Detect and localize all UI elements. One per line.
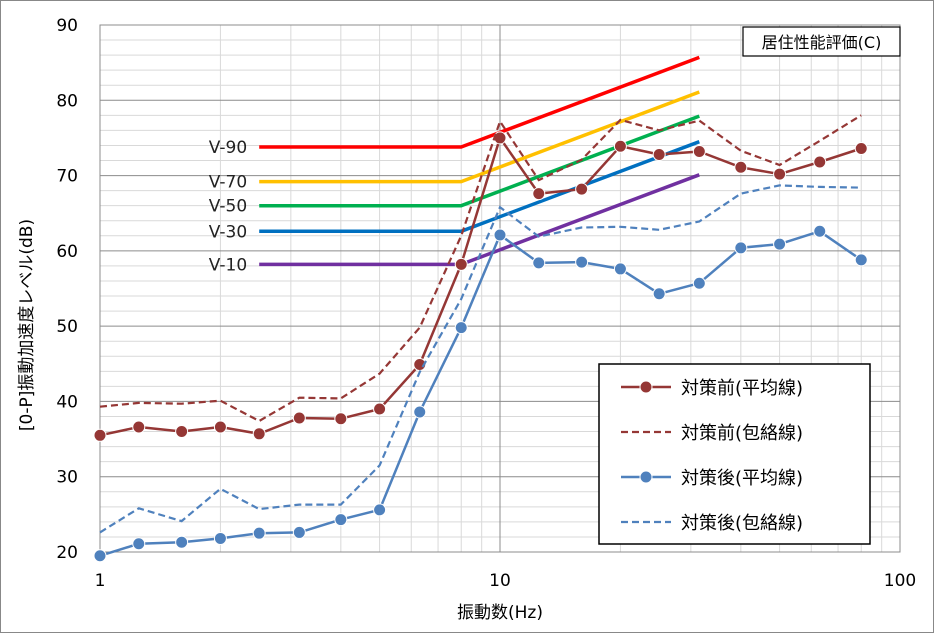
data-point xyxy=(175,535,189,549)
data-point xyxy=(773,237,787,251)
data-point xyxy=(493,228,507,242)
data-point xyxy=(854,253,868,267)
series-3 xyxy=(99,184,862,534)
x-axis-title: 振動数(Hz) xyxy=(457,603,543,623)
data-point xyxy=(175,425,189,439)
series-line-average xyxy=(99,136,862,437)
data-point xyxy=(213,531,227,545)
axis-tick-labels: 20 30 40 50 60 70 80 90 1 10 100 xyxy=(56,16,916,591)
data-point xyxy=(532,256,546,270)
data-point xyxy=(292,411,306,425)
y-tick-label: 40 xyxy=(56,392,78,412)
data-point xyxy=(692,144,706,158)
data-point xyxy=(93,549,107,563)
legend: 対策前(平均線) 対策前(包絡線) 対策後(平均線) 対策後(包絡線) xyxy=(598,363,871,545)
data-point xyxy=(734,160,748,174)
y-tick-label: 30 xyxy=(56,468,78,488)
y-tick-label: 70 xyxy=(56,167,78,187)
data-point xyxy=(373,503,387,517)
data-point xyxy=(734,241,748,255)
x-tick-label: 10 xyxy=(489,571,511,591)
series-group xyxy=(93,114,868,563)
y-tick-label: 60 xyxy=(56,242,78,262)
data-point xyxy=(132,420,146,434)
data-point xyxy=(575,255,589,269)
evaluation-label-box: 居住性能評価(C) xyxy=(742,26,901,57)
reference-line-v-30 xyxy=(259,140,700,234)
data-point xyxy=(213,420,227,434)
series-2 xyxy=(93,224,868,563)
series-1 xyxy=(99,114,862,423)
data-point xyxy=(652,287,666,301)
data-point xyxy=(252,526,266,540)
data-point xyxy=(93,428,107,442)
data-point xyxy=(132,537,146,551)
data-point xyxy=(575,182,589,196)
data-point xyxy=(413,405,427,419)
data-point xyxy=(613,139,627,153)
plot-area-border xyxy=(99,24,901,553)
reference-line-v-90 xyxy=(259,55,700,149)
reference-label-v-70: V-70 xyxy=(209,173,247,193)
data-point xyxy=(252,427,266,441)
data-point xyxy=(292,525,306,539)
reference-label-v-30: V-30 xyxy=(209,222,247,242)
data-point xyxy=(334,513,348,527)
series-line-envelope xyxy=(99,114,862,423)
series-line-envelope xyxy=(99,184,862,534)
legend-entry: 対策前(平均線) xyxy=(681,378,803,399)
legend-entry: 対策前(包絡線) xyxy=(681,423,803,444)
series-line-average xyxy=(99,230,862,557)
y-tick-label: 80 xyxy=(56,91,78,111)
data-point xyxy=(334,412,348,426)
y-axis-title: [0-P]振動加速度レベル(dB) xyxy=(17,219,37,431)
x-tick-label: 100 xyxy=(884,571,916,591)
reference-label-v-10: V-10 xyxy=(209,255,247,275)
data-point xyxy=(773,167,787,181)
data-point xyxy=(813,155,827,169)
y-tick-label: 20 xyxy=(56,543,78,563)
data-point xyxy=(373,402,387,416)
reference-label-v-90: V-90 xyxy=(209,138,247,158)
series-0 xyxy=(93,131,868,442)
data-point xyxy=(652,147,666,161)
legend-box xyxy=(598,363,871,545)
data-point xyxy=(692,276,706,290)
major-grid xyxy=(99,24,901,553)
legend-entry: 対策後(平均線) xyxy=(681,468,803,489)
legend-marker xyxy=(639,380,653,394)
data-point xyxy=(532,187,546,201)
reference-label-v-50: V-50 xyxy=(209,197,247,217)
data-point xyxy=(854,141,868,155)
data-point xyxy=(613,262,627,276)
evaluation-label: 居住性能評価(C) xyxy=(762,33,882,52)
data-point xyxy=(813,224,827,238)
legend-marker xyxy=(639,470,653,484)
y-tick-label: 50 xyxy=(56,317,78,337)
legend-entry: 対策後(包絡線) xyxy=(681,513,803,534)
x-tick-label: 1 xyxy=(95,571,106,591)
data-point xyxy=(454,257,468,271)
data-point xyxy=(454,321,468,335)
y-tick-label: 90 xyxy=(56,16,78,36)
